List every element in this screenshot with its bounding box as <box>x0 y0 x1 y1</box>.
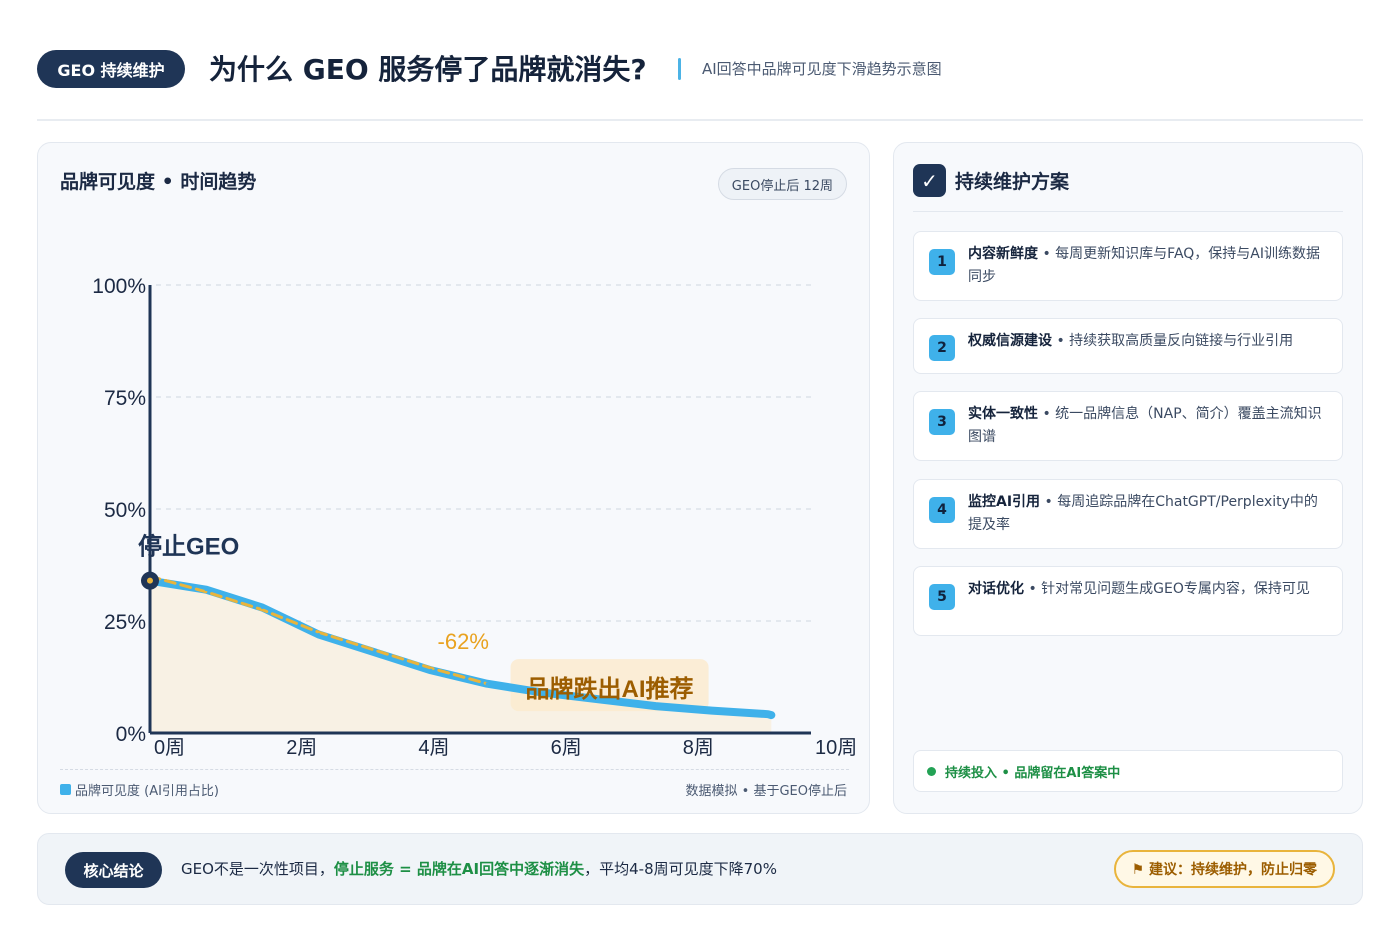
item-number-badge: 3 <box>929 409 955 435</box>
item-text: 监控AI引用 • 每周追踪品牌在ChatGPT/Perplexity中的提及率 <box>968 494 1318 533</box>
data-point <box>317 632 321 636</box>
check-icon: ✓ <box>913 164 946 197</box>
data-point <box>541 691 545 695</box>
y-tick-label: 75% <box>104 387 146 410</box>
data-point <box>429 668 433 672</box>
page-subtitle: AI回答中品牌可见度下滑趋势示意图 <box>702 60 942 78</box>
item-desc: 每周更新知识库与FAQ，保持与AI训练数据同步 <box>968 246 1320 285</box>
item-desc: 针对常见问题生成GEO专属内容，保持可见 <box>1041 581 1310 597</box>
item-name: 对话优化 <box>968 581 1024 597</box>
x-tick-label: 6周 <box>551 737 582 759</box>
x-tick-label: 4周 <box>418 737 449 759</box>
plan-divider <box>913 211 1343 212</box>
data-point <box>204 588 208 592</box>
plan-item-5: 5 对话优化 • 针对常见问题生成GEO专属内容，保持可见 <box>913 566 1343 636</box>
stop-annotation: 停止GEO <box>138 533 239 561</box>
item-number-badge: 5 <box>929 584 955 610</box>
item-name: 监控AI引用 <box>968 494 1041 510</box>
plan-status-text: 持续投入 • 品牌留在AI答案中 <box>945 765 1121 781</box>
plan-status: 持续投入 • 品牌留在AI答案中 <box>913 750 1343 792</box>
plan-title: 持续维护方案 <box>955 171 1070 193</box>
data-point <box>260 606 264 610</box>
item-text: 内容新鲜度 • 每周更新知识库与FAQ，保持与AI训练数据同步 <box>968 246 1320 285</box>
status-dot-icon <box>927 766 936 776</box>
item-number-badge: 2 <box>929 335 955 361</box>
y-tick-label: 25% <box>104 611 146 634</box>
item-text: 实体一致性 • 统一品牌信息（NAP、简介）覆盖主流知识图谱 <box>968 406 1322 445</box>
chart-legend: 品牌可见度 (AI引用占比) <box>60 780 219 799</box>
x-tick-label: 0周 <box>154 737 185 759</box>
conclusion-text: GEO不是一次性项目，停止服务 = 品牌在AI回答中逐渐消失，平均4-8周可见度… <box>181 858 777 880</box>
item-number-badge: 1 <box>929 249 955 275</box>
data-point <box>654 704 658 708</box>
chart-card: 品牌可见度 • 时间趋势 GEO停止后 12周 0% 25% 50% 75% 100% 0… <box>37 142 870 814</box>
chart-footer-divider <box>60 769 849 770</box>
page-header: GEO 持续维护 为什么 GEO 服务停了品牌就消失? AI回答中品牌可见度下滑… <box>37 48 1363 92</box>
plan-header: ✓ 持续维护方案 <box>913 164 1069 197</box>
item-text: 对话优化 • 针对常见问题生成GEO专属内容，保持可见 <box>968 581 1310 597</box>
item-number-badge: 4 <box>929 497 955 523</box>
chart-period-pill: GEO停止后 12周 <box>717 168 847 200</box>
trend-line <box>148 574 489 686</box>
conclusion-bar: 核心结论 GEO不是一次性项目，停止服务 = 品牌在AI回答中逐渐消失，平均4-… <box>37 833 1363 905</box>
data-point <box>766 712 770 716</box>
item-desc: 统一品牌信息（NAP、简介）覆盖主流知识图谱 <box>968 406 1322 445</box>
chart-title: 品牌可见度 • 时间趋势 <box>60 171 257 193</box>
visibility-area <box>150 580 772 733</box>
legend-swatch <box>60 784 71 795</box>
x-tick-label: 2周 <box>286 737 317 759</box>
header-divider <box>37 119 1363 121</box>
data-point <box>373 650 377 654</box>
data-point <box>485 682 489 686</box>
conclusion-text-before: GEO不是一次性项目， <box>181 860 334 878</box>
conclusion-badge: 核心结论 <box>65 852 162 888</box>
plan-item-4: 4 监控AI引用 • 每周追踪品牌在ChatGPT/Perplexity中的提及… <box>913 479 1343 549</box>
visibility-chart: 0% 25% 50% 75% 100% 0周 2周 4周 6周 8周 10周 停止GEO -62% 品牌跌… <box>92 275 857 759</box>
plan-item-3: 3 实体一致性 • 统一品牌信息（NAP、简介）覆盖主流知识图谱 <box>913 391 1343 461</box>
item-desc: 持续获取高质量反向链接与行业引用 <box>1069 333 1294 349</box>
item-desc: 每周追踪品牌在ChatGPT/Perplexity中的提及率 <box>968 494 1318 533</box>
stop-marker-center <box>147 577 153 584</box>
legend-label: 品牌可见度 (AI引用占比) <box>75 784 220 799</box>
y-tick-label: 50% <box>104 499 146 522</box>
data-point <box>769 713 773 717</box>
item-name: 权威信源建设 <box>968 333 1052 349</box>
x-tick-label: 8周 <box>683 737 714 759</box>
chart-source-note: 数据模拟 • 基于GEO停止后 <box>685 784 847 799</box>
plan-item-1: 1 内容新鲜度 • 每周更新知识库与FAQ，保持与AI训练数据同步 <box>913 231 1343 301</box>
y-tick-label: 0% <box>116 723 146 746</box>
exit-annotation: 品牌跌出AI推荐 <box>526 675 694 703</box>
drop-annotation: -62% <box>438 629 489 654</box>
item-name: 内容新鲜度 <box>968 246 1038 262</box>
maintenance-plan-card: ✓ 持续维护方案 1 内容新鲜度 • 每周更新知识库与FAQ，保持与AI训练数据… <box>893 142 1363 814</box>
conclusion-text-after: ，平均4-8周可见度下降70% <box>584 860 777 878</box>
data-point <box>597 697 601 701</box>
title-divider <box>678 58 681 80</box>
item-name: 实体一致性 <box>968 406 1038 422</box>
plan-item-2: 2 权威信源建设 • 持续获取高质量反向链接与行业引用 <box>913 318 1343 374</box>
conclusion-highlight: 停止服务 = 品牌在AI回答中逐渐消失 <box>333 860 585 878</box>
page-title: 为什么 GEO 服务停了品牌就消失? <box>209 53 647 86</box>
section-badge: GEO 持续维护 <box>37 50 185 88</box>
y-tick-label: 100% <box>92 275 146 298</box>
data-point <box>710 709 714 713</box>
item-text: 权威信源建设 • 持续获取高质量反向链接与行业引用 <box>968 333 1294 349</box>
x-tick-label: 10周 <box>815 737 857 759</box>
advice-pill: ⚑ 建议：持续维护，防止归零 <box>1113 850 1335 888</box>
